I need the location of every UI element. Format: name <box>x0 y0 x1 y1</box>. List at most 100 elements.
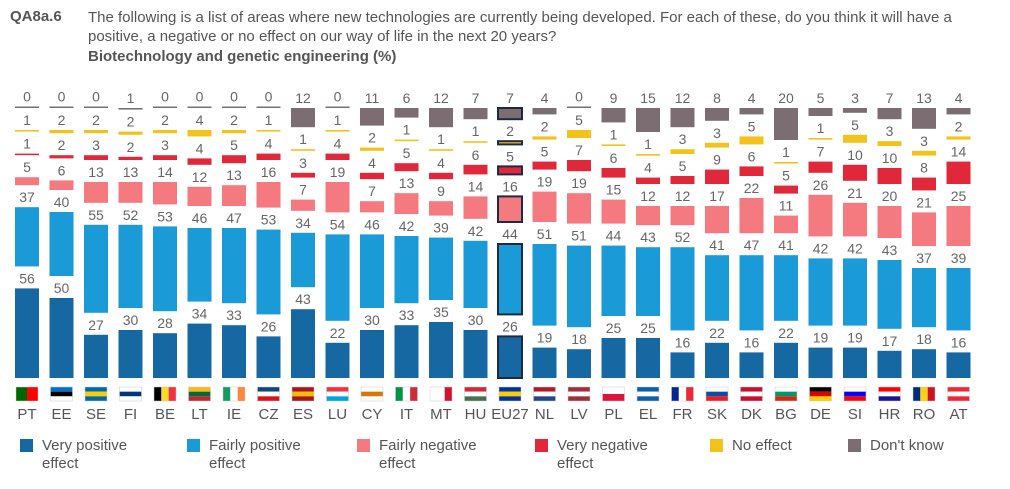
legend-label: Very positive effect <box>42 437 128 472</box>
legend-swatch <box>187 439 200 452</box>
bar-segment <box>15 207 39 267</box>
bar-segment <box>187 323 212 378</box>
data-label: 22 <box>330 325 346 341</box>
bar-segment <box>429 108 453 128</box>
data-label: 4 <box>437 155 445 171</box>
bar-segment <box>774 342 798 378</box>
bar-segment <box>601 338 626 378</box>
bar-segment <box>946 108 971 115</box>
data-label: 53 <box>157 208 173 224</box>
bar-segment <box>808 258 833 326</box>
data-label: 43 <box>295 291 311 307</box>
data-label: 0 <box>265 89 273 105</box>
bar-segment <box>739 108 764 115</box>
data-label: 37 <box>916 250 932 266</box>
data-label: 30 <box>123 312 139 328</box>
category-label: MT <box>430 406 452 423</box>
category-label: FI <box>124 406 137 423</box>
bar-segment <box>153 333 177 378</box>
bar-segment <box>394 193 419 214</box>
data-label: 10 <box>847 147 863 163</box>
data-label: 51 <box>537 226 553 242</box>
bar-segment <box>187 106 212 108</box>
bar-segment <box>256 182 281 208</box>
bar-segment <box>808 138 833 140</box>
category-label: PT <box>17 406 36 423</box>
bar-segment <box>912 150 936 156</box>
data-label: 12 <box>640 188 656 204</box>
bar-segment <box>84 130 108 134</box>
data-label: 5 <box>851 117 859 133</box>
data-label: 27 <box>88 317 104 333</box>
bar-segment <box>256 106 281 108</box>
flag-icon <box>809 386 832 402</box>
data-label: 55 <box>88 207 104 223</box>
bar-segment <box>49 212 74 276</box>
data-label: 5 <box>748 118 756 134</box>
bar-segment <box>532 161 557 170</box>
data-label: 11 <box>365 90 380 106</box>
data-label: 12 <box>295 90 311 106</box>
bar-segment <box>49 180 74 190</box>
category-label: SK <box>707 406 727 423</box>
bar-segment <box>877 206 902 238</box>
data-label: 22 <box>778 325 794 341</box>
bar-segment <box>774 185 798 194</box>
bar-segment <box>567 130 591 138</box>
data-label: 2 <box>127 139 135 155</box>
data-label: 2 <box>368 130 376 146</box>
chart-title: Biotechnology and genetic engineering (%… <box>88 48 397 65</box>
data-label: 46 <box>192 210 208 226</box>
data-label: 43 <box>640 229 656 245</box>
bar-segment <box>636 206 660 226</box>
bar-segment <box>567 349 591 378</box>
bar-segment <box>360 201 384 213</box>
data-label: 14 <box>157 164 173 180</box>
data-label: 35 <box>433 304 449 320</box>
data-label: 7 <box>886 90 894 106</box>
flag-icon <box>912 386 936 402</box>
category-label: BE <box>155 406 175 423</box>
question-text: The following is a list of areas where n… <box>88 9 952 45</box>
bar-segment <box>187 228 212 302</box>
bar-segment <box>256 153 281 160</box>
bar-segment <box>636 108 660 132</box>
bar-segment <box>636 338 660 378</box>
legend-swatch <box>535 439 548 452</box>
category-label: IE <box>227 406 241 423</box>
data-label: 1 <box>265 112 273 128</box>
category-label: DK <box>741 406 762 423</box>
flag-icon <box>705 386 729 402</box>
bar-segment <box>15 288 39 378</box>
bar-segment <box>15 153 39 156</box>
bar-segment <box>705 108 729 121</box>
data-label: 2 <box>92 112 100 128</box>
data-label: 34 <box>192 306 208 322</box>
bar-segment <box>429 201 453 216</box>
data-label: 42 <box>813 240 829 256</box>
bar-segment <box>394 325 419 378</box>
data-label: 4 <box>541 90 549 106</box>
flag-icon <box>464 386 487 402</box>
data-label: 3 <box>713 125 721 141</box>
bar-segment <box>739 166 764 176</box>
data-label: 39 <box>951 250 967 266</box>
bar-segment <box>843 134 867 143</box>
data-label: 12 <box>675 188 691 204</box>
flag-icon <box>843 386 867 402</box>
bar-segment <box>118 108 143 110</box>
bar-segment <box>567 245 591 328</box>
data-label: 5 <box>679 158 687 174</box>
bar-segment <box>877 168 902 184</box>
bar-segment <box>601 144 626 146</box>
bar-segment <box>946 161 971 184</box>
data-label: 3 <box>679 131 687 147</box>
category-label: LV <box>570 406 587 423</box>
bar-segment <box>291 309 315 378</box>
bar-segment <box>843 108 867 113</box>
bar-segment <box>912 108 936 129</box>
bar-segment <box>670 149 695 154</box>
data-label: 13 <box>399 175 415 191</box>
bar-segment <box>394 139 419 142</box>
bar-segment <box>912 212 936 246</box>
